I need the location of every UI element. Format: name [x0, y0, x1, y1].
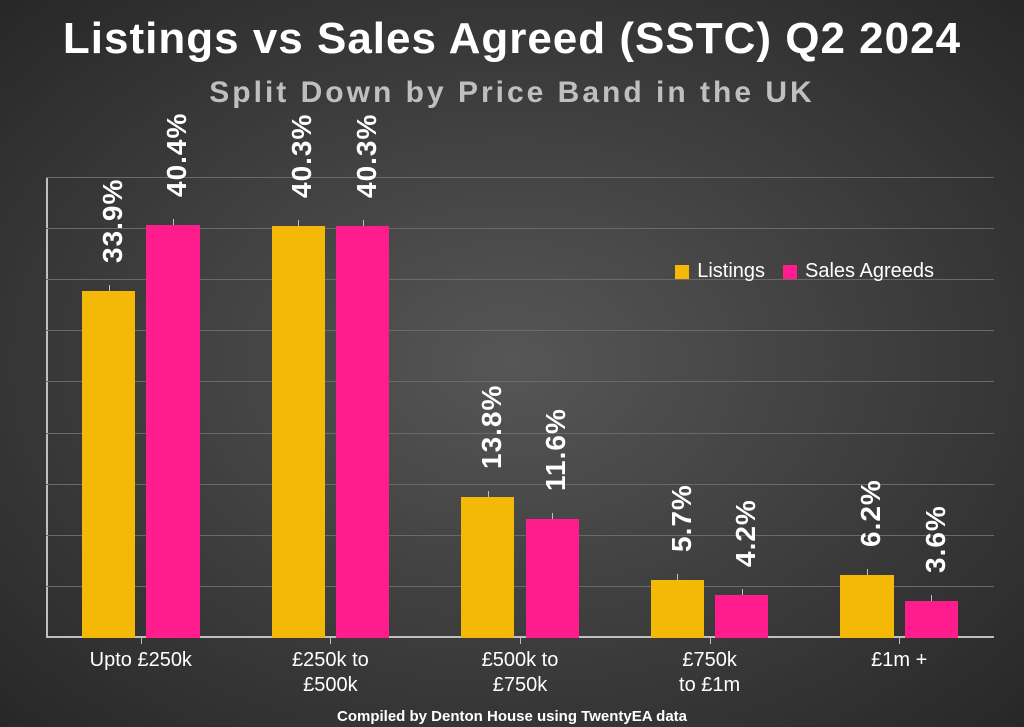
bar-tick	[677, 574, 678, 580]
category-label: £1m +	[804, 648, 994, 673]
category-label: £250k to £500k	[236, 648, 426, 698]
legend: Listings Sales Agreeds	[675, 260, 934, 283]
bar-sales-agreed	[146, 225, 199, 638]
bar-tick	[363, 220, 364, 226]
bar-value-label: 3.6%	[920, 505, 952, 573]
bar-listings	[840, 575, 893, 638]
bar-value-label: 6.2%	[855, 479, 887, 547]
bar-sales-agreed	[715, 595, 768, 638]
bar-listings	[272, 226, 325, 638]
x-tick	[710, 638, 711, 644]
legend-swatch	[675, 265, 689, 279]
bar-value-label: 40.3%	[286, 114, 318, 198]
bar-tick	[742, 589, 743, 595]
legend-item: Sales Agreeds	[783, 260, 934, 283]
bar-tick	[298, 220, 299, 226]
bar-listings	[82, 291, 135, 638]
bar-tick	[109, 285, 110, 291]
category-label: £500k to £750k	[425, 648, 615, 698]
legend-label: Listings	[697, 260, 765, 283]
bar-listings	[461, 497, 514, 638]
legend-item: Listings	[675, 260, 765, 283]
bar-tick	[931, 595, 932, 601]
bar-tick	[552, 513, 553, 519]
bar-value-label: 11.6%	[540, 409, 572, 492]
x-tick	[520, 638, 521, 644]
bar-sales-agreed	[336, 226, 389, 638]
bar-value-label: 13.8%	[476, 385, 508, 469]
x-tick	[330, 638, 331, 644]
bar-value-label: 33.9%	[97, 179, 129, 263]
bar-value-label: 40.3%	[351, 114, 383, 198]
bar-tick	[173, 219, 174, 225]
bar-value-label: 4.2%	[730, 499, 762, 567]
y-axis	[46, 178, 48, 638]
bar-sales-agreed	[905, 601, 958, 638]
category-label: Upto £250k	[46, 648, 236, 673]
x-tick	[141, 638, 142, 644]
bar-listings	[651, 580, 704, 638]
legend-swatch	[783, 265, 797, 279]
bar-tick	[488, 491, 489, 497]
category-label: £750k to £1m	[615, 648, 805, 698]
chart-footer: Compiled by Denton House using TwentyEA …	[0, 708, 1024, 725]
bar-sales-agreed	[526, 519, 579, 638]
plot-area: 33.9%40.4%Upto £250k40.3%40.3%£250k to £…	[46, 178, 994, 638]
chart-root: Listings vs Sales Agreed (SSTC) Q2 2024 …	[0, 0, 1024, 727]
bar-value-label: 5.7%	[666, 484, 698, 552]
x-tick	[899, 638, 900, 644]
chart-subtitle: Split Down by Price Band in the UK	[0, 76, 1024, 110]
legend-label: Sales Agreeds	[805, 260, 934, 283]
bar-tick	[867, 569, 868, 575]
bar-value-label: 40.4%	[161, 113, 193, 197]
chart-title: Listings vs Sales Agreed (SSTC) Q2 2024	[0, 14, 1024, 64]
